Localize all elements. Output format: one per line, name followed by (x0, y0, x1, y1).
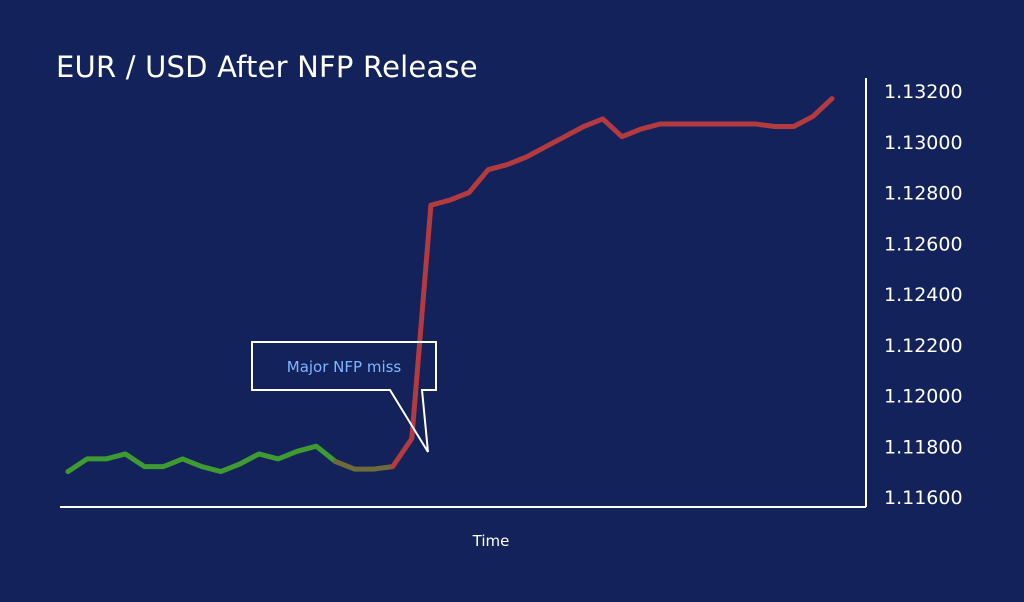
price-series (65, 96, 835, 475)
series-line-segment-2 (390, 96, 835, 470)
series-line-segment-0 (65, 443, 338, 475)
y-tick-label: 1.11800 (884, 436, 963, 458)
y-tick-label: 1.12000 (884, 386, 963, 408)
y-tick-label: 1.11600 (884, 487, 963, 509)
y-tick-label: 1.13200 (884, 81, 963, 103)
chart-title: EUR / USD After NFP Release (56, 50, 478, 84)
annotation-box (251, 341, 437, 453)
y-tick-label: 1.12200 (884, 335, 963, 357)
y-tick-label: 1.12600 (884, 233, 963, 255)
x-axis-label: Time (472, 532, 510, 550)
series-line-segment-1 (332, 459, 396, 472)
y-tick-label: 1.13000 (884, 132, 963, 154)
annotation-callout: Major NFP miss (251, 341, 437, 453)
y-tick-label: 1.12800 (884, 183, 963, 205)
annotation-text: Major NFP miss (287, 358, 402, 376)
y-tick-labels: 1.11600 1.11800 1.12000 1.12200 1.12400 1.126… (884, 81, 963, 509)
y-tick-label: 1.12400 (884, 284, 963, 306)
